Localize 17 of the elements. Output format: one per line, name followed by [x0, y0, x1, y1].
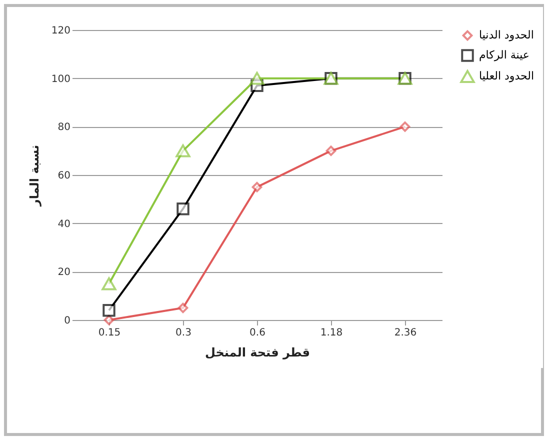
x-tick-label: 2.36 [394, 328, 417, 338]
y-tick-label: 0 [64, 316, 70, 326]
x-tick-label: 0.6 [250, 328, 266, 338]
y-tick-label: 60 [58, 170, 70, 182]
y-tick-label: 120 [51, 26, 70, 36]
legend-label: عينة الركام [479, 48, 530, 62]
legend-label: الحدود العليا [479, 70, 534, 82]
y-tick-label: 80 [58, 122, 70, 134]
x-axis-title: قطر فتحة المنخل [205, 346, 310, 360]
x-tick-label: 0.15 [98, 328, 121, 338]
y-tick-label: 100 [51, 74, 70, 85]
y-axis-title: نسبة المار [27, 144, 42, 208]
y-tick-label: 40 [58, 218, 70, 230]
x-tick-label: 0.3 [176, 328, 192, 338]
x-tick-label: 1.18 [320, 328, 343, 338]
y-tick-label: 20 [58, 267, 70, 278]
legend-label: الحدود الدنيا [479, 28, 534, 42]
